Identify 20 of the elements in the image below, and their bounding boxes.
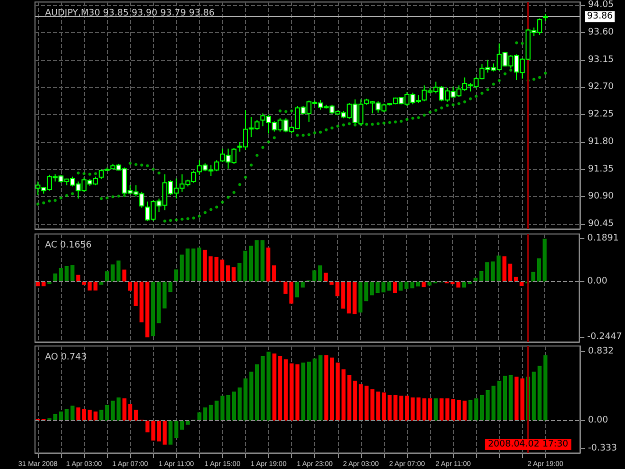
- ref-line-label: 2008.04.02 17:30: [488, 440, 569, 450]
- y-tick-label: 94.05: [588, 0, 614, 10]
- y-tick-label: 90.90: [588, 192, 614, 202]
- text: AUDJPY,M30 93.85 93.90 93.79 93.86: [45, 8, 215, 18]
- y-tick-label: 91.35: [588, 164, 614, 174]
- y-tick-label: -0.2447: [587, 332, 622, 342]
- y-tick-label: 92.70: [588, 82, 614, 92]
- y-tick-label: 93.15: [588, 54, 614, 65]
- text: AC 0.1656: [45, 240, 92, 250]
- y-tick-label: 91.80: [588, 136, 614, 147]
- y-tick-label: -0.333: [588, 443, 618, 454]
- y-tick-label: 90.45: [588, 219, 614, 230]
- y-tick-label: 0.832: [588, 346, 614, 357]
- y-tick-label: 0.00: [587, 276, 608, 287]
- y-tick-label: 92.25: [588, 110, 614, 120]
- text: AO 0.743: [45, 352, 87, 362]
- y-tick-label: 0.00: [588, 416, 608, 426]
- ref-line-label: 93.86: [587, 12, 614, 22]
- y-tick-label: 93.60: [588, 27, 614, 38]
- y-tick-label: 0.1891: [587, 234, 619, 244]
